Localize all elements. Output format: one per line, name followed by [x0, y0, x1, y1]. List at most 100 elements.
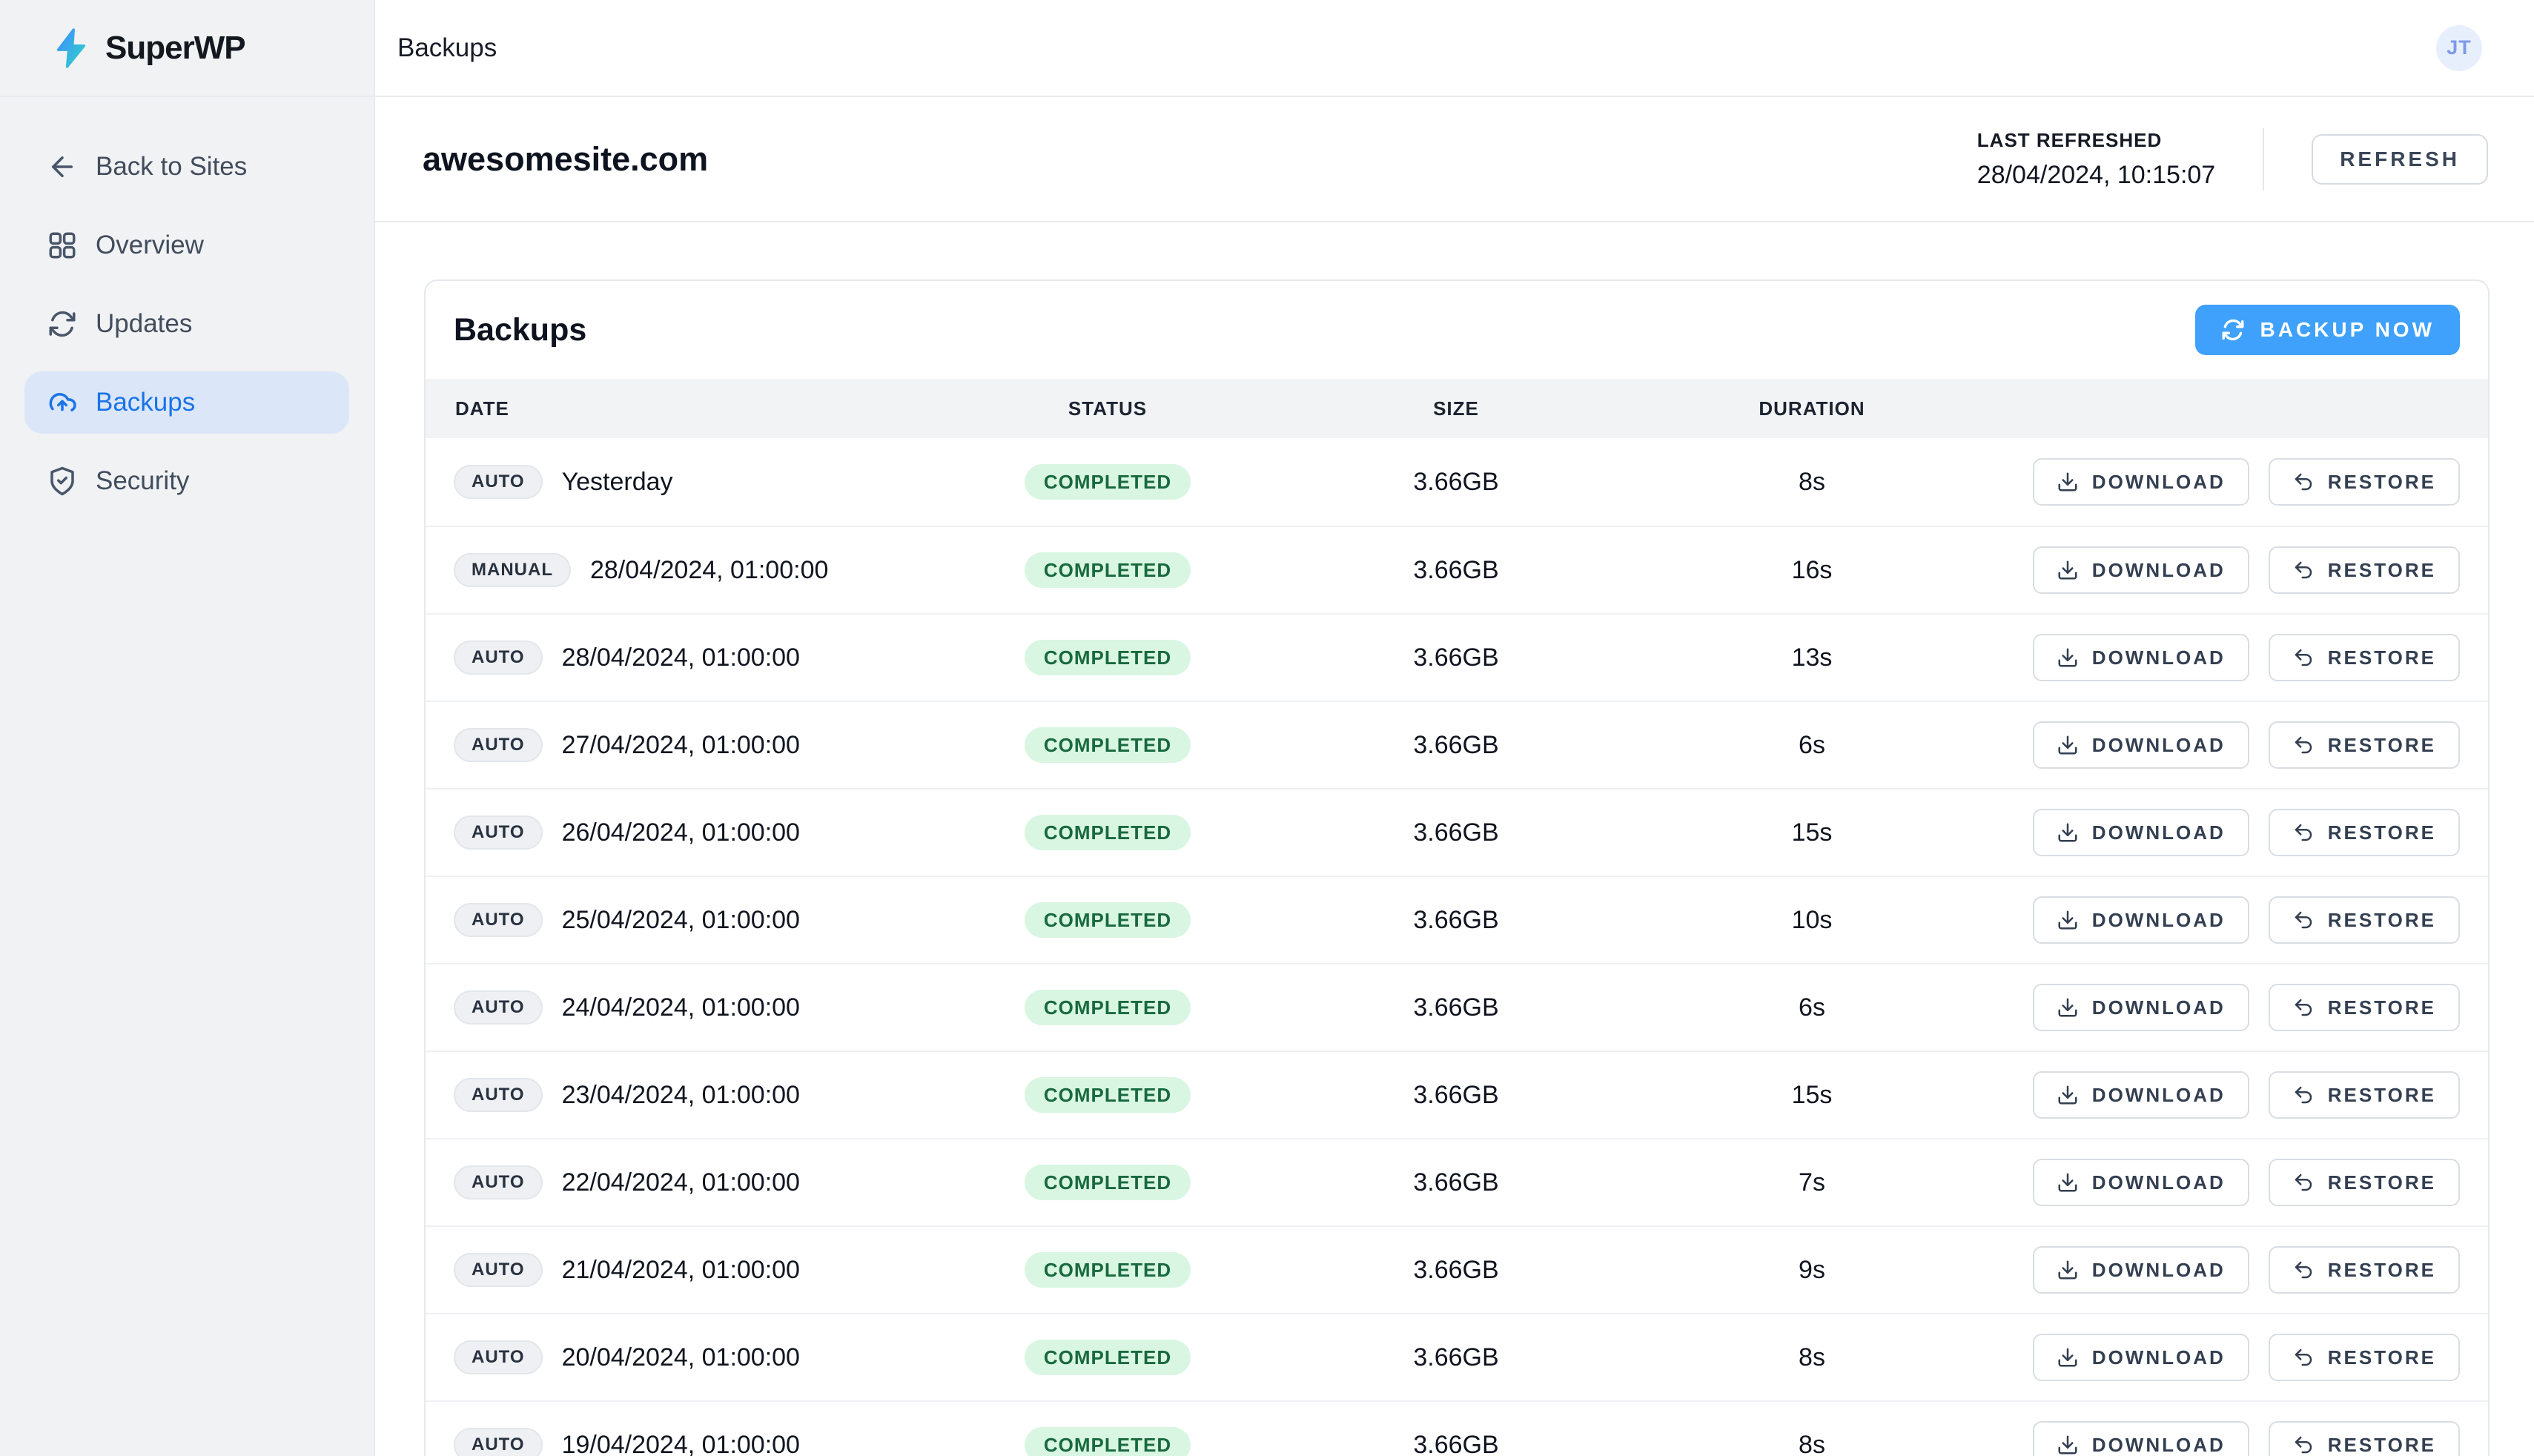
table-row: MANUAL 28/04/2024, 01:00:00 COMPLETED 3.…	[426, 526, 2488, 613]
actions-cell: DOWNLOAD RESTORE	[1990, 1071, 2488, 1119]
backup-duration: 6s	[1799, 993, 1825, 1022]
restore-button[interactable]: RESTORE	[2268, 1421, 2460, 1456]
download-button[interactable]: DOWNLOAD	[2032, 1334, 2249, 1381]
table-row: AUTO 19/04/2024, 01:00:00 COMPLETED 3.66…	[426, 1400, 2488, 1456]
download-button[interactable]: DOWNLOAD	[2032, 721, 2249, 769]
shield-check-icon	[47, 466, 78, 497]
backup-date: 27/04/2024, 01:00:00	[561, 730, 800, 759]
backup-duration: 15s	[1791, 818, 1833, 847]
download-button[interactable]: DOWNLOAD	[2032, 1071, 2249, 1119]
download-label: DOWNLOAD	[2091, 470, 2226, 493]
refresh-icon	[47, 308, 78, 340]
download-label: DOWNLOAD	[2091, 1083, 2226, 1106]
actions-cell: DOWNLOAD RESTORE	[1990, 1334, 2488, 1381]
restore-button[interactable]: RESTORE	[2268, 809, 2460, 856]
download-label: DOWNLOAD	[2091, 908, 2226, 931]
backup-type-badge: AUTO	[454, 990, 543, 1025]
backup-type-badge: AUTO	[454, 815, 543, 850]
restore-button[interactable]: RESTORE	[2268, 546, 2460, 594]
sidebar-item-label: Updates	[96, 309, 193, 338]
download-button[interactable]: DOWNLOAD	[2032, 634, 2249, 681]
restore-button[interactable]: RESTORE	[2268, 1159, 2460, 1206]
column-header-size: SIZE	[1433, 397, 1479, 420]
sidebar-item-back-to-sites[interactable]: Back to Sites	[24, 136, 349, 198]
column-header-date: DATE	[455, 397, 509, 420]
restore-icon	[2292, 1434, 2315, 1456]
backup-date: 19/04/2024, 01:00:00	[561, 1430, 800, 1456]
backup-now-button[interactable]: BACKUP NOW	[2194, 305, 2460, 355]
restore-button[interactable]: RESTORE	[2268, 984, 2460, 1031]
download-button[interactable]: DOWNLOAD	[2032, 458, 2249, 506]
download-button[interactable]: DOWNLOAD	[2032, 1159, 2249, 1206]
download-icon	[2057, 646, 2079, 669]
backup-size: 3.66GB	[1413, 818, 1499, 847]
actions-cell: DOWNLOAD RESTORE	[1990, 1159, 2488, 1206]
status-badge: COMPLETED	[1024, 727, 1191, 763]
restore-button[interactable]: RESTORE	[2268, 1071, 2460, 1119]
backup-date: 21/04/2024, 01:00:00	[561, 1255, 800, 1284]
backup-duration: 6s	[1799, 730, 1825, 759]
table-row: AUTO Yesterday COMPLETED 3.66GB 8s DOWNL…	[426, 438, 2488, 526]
status-cell: COMPLETED	[937, 640, 1278, 675]
download-button[interactable]: DOWNLOAD	[2032, 1246, 2249, 1294]
sidebar-item-security[interactable]: Security	[24, 450, 349, 512]
date-cell: AUTO 25/04/2024, 01:00:00	[426, 903, 937, 937]
sidebar-nav: Back to Sites Overview	[0, 97, 374, 567]
status-cell: COMPLETED	[937, 990, 1278, 1025]
status-badge: COMPLETED	[1024, 815, 1191, 850]
download-button[interactable]: DOWNLOAD	[2032, 1421, 2249, 1456]
backup-type-badge: AUTO	[454, 1078, 543, 1112]
sidebar-item-backups[interactable]: Backups	[24, 371, 349, 434]
backup-duration: 10s	[1791, 905, 1833, 934]
restore-button[interactable]: RESTORE	[2268, 896, 2460, 944]
backup-size: 3.66GB	[1413, 730, 1499, 759]
status-cell: COMPLETED	[937, 1340, 1278, 1375]
restore-button[interactable]: RESTORE	[2268, 634, 2460, 681]
status-cell: COMPLETED	[937, 815, 1278, 850]
backup-date: 25/04/2024, 01:00:00	[561, 905, 800, 934]
backup-date: 26/04/2024, 01:00:00	[561, 818, 800, 847]
download-button[interactable]: DOWNLOAD	[2032, 546, 2249, 594]
restore-icon	[2292, 646, 2315, 669]
actions-cell: DOWNLOAD RESTORE	[1990, 546, 2488, 594]
refresh-button[interactable]: REFRESH	[2312, 133, 2488, 185]
restore-button[interactable]: RESTORE	[2268, 458, 2460, 506]
backup-type-badge: AUTO	[454, 1340, 543, 1374]
status-badge: COMPLETED	[1024, 640, 1191, 675]
restore-button[interactable]: RESTORE	[2268, 721, 2460, 769]
download-button[interactable]: DOWNLOAD	[2032, 809, 2249, 856]
restore-label: RESTORE	[2327, 1171, 2436, 1194]
table-row: AUTO 24/04/2024, 01:00:00 COMPLETED 3.66…	[426, 963, 2488, 1050]
status-badge: COMPLETED	[1024, 1165, 1191, 1200]
cloud-upload-icon	[47, 387, 78, 418]
actions-cell: DOWNLOAD RESTORE	[1990, 721, 2488, 769]
status-badge: COMPLETED	[1024, 1427, 1191, 1456]
backup-duration: 8s	[1799, 467, 1825, 496]
restore-label: RESTORE	[2327, 558, 2436, 581]
status-cell: COMPLETED	[937, 1252, 1278, 1288]
column-header-duration: DURATION	[1759, 397, 1865, 420]
table-row: AUTO 28/04/2024, 01:00:00 COMPLETED 3.66…	[426, 613, 2488, 701]
sidebar: SuperWP Back to Sites Overview	[0, 0, 375, 1456]
backup-type-badge: AUTO	[454, 1253, 543, 1287]
download-icon	[2057, 996, 2079, 1019]
backup-date: Yesterday	[561, 467, 673, 496]
sidebar-item-updates[interactable]: Updates	[24, 293, 349, 355]
sidebar-item-overview[interactable]: Overview	[24, 214, 349, 277]
sidebar-item-label: Overview	[96, 231, 204, 259]
status-cell: COMPLETED	[937, 552, 1278, 588]
restore-button[interactable]: RESTORE	[2268, 1334, 2460, 1381]
backup-type-badge: MANUAL	[454, 553, 571, 587]
table-body: AUTO Yesterday COMPLETED 3.66GB 8s DOWNL…	[426, 438, 2488, 1456]
download-button[interactable]: DOWNLOAD	[2032, 984, 2249, 1031]
restore-button[interactable]: RESTORE	[2268, 1246, 2460, 1294]
backup-type-badge: AUTO	[454, 1428, 543, 1456]
actions-cell: DOWNLOAD RESTORE	[1990, 458, 2488, 506]
last-refreshed-label: LAST REFRESHED	[1976, 128, 2163, 151]
download-button[interactable]: DOWNLOAD	[2032, 896, 2249, 944]
status-badge: COMPLETED	[1024, 552, 1191, 588]
download-icon	[2057, 471, 2079, 493]
avatar[interactable]: JT	[2436, 24, 2482, 71]
status-cell: COMPLETED	[937, 727, 1278, 763]
status-badge: COMPLETED	[1024, 1077, 1191, 1113]
